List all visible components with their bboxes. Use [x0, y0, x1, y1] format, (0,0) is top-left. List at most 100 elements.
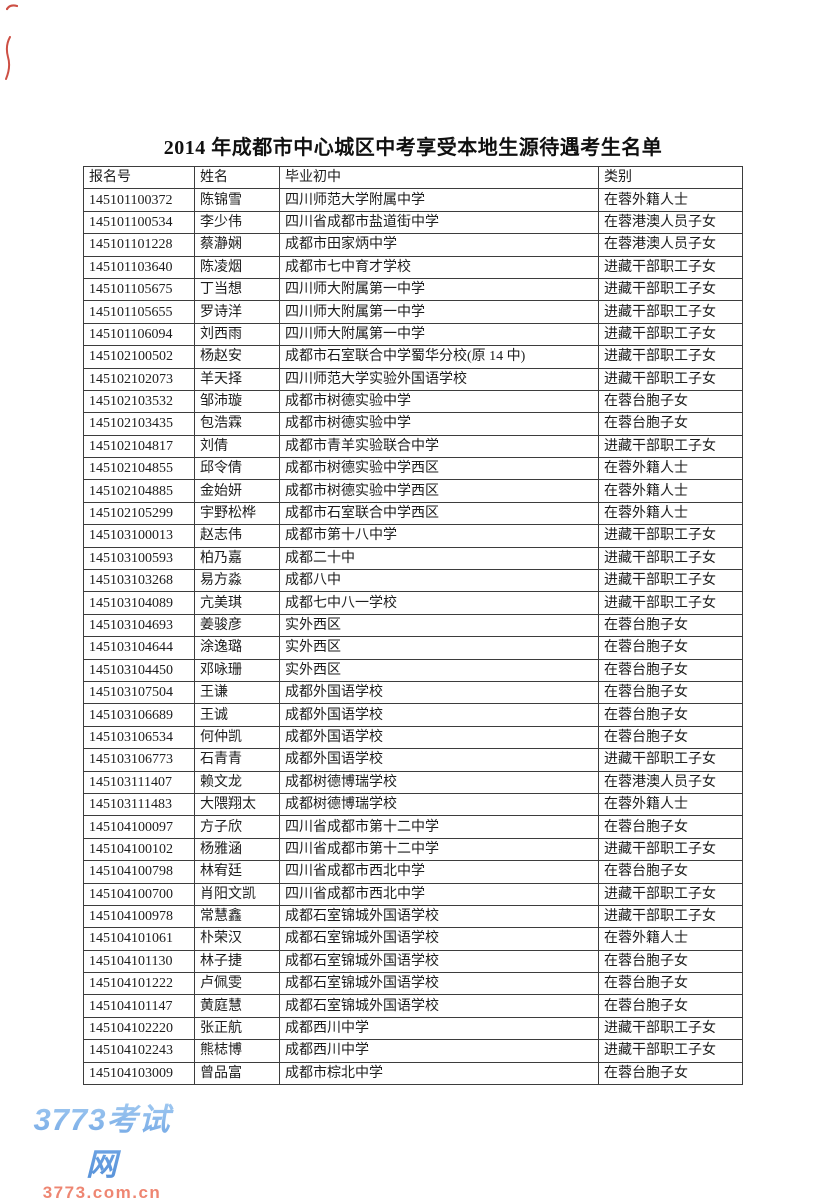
school-cell: 成都市石室联合中学蜀华分校(原 14 中): [279, 345, 599, 369]
school-cell: 成都市青羊实验联合中学: [279, 434, 599, 459]
table-row: 145101105655 罗诗洋 四川师大附属第一中学 进藏干部职工子女: [83, 300, 743, 324]
school-cell: 成都石室锦城外国语学校: [279, 972, 599, 996]
school-cell: 成都西川中学: [279, 1016, 599, 1041]
table-row: 145102100502 杨赵安 成都市石室联合中学蜀华分校(原 14 中) 进…: [83, 345, 743, 369]
category-cell: 在蓉台胞子女: [598, 389, 743, 414]
table-row: 145104101147 黄庭慧 成都石室锦城外国语学校 在蓉台胞子女: [83, 994, 743, 1018]
reg-no-cell: 145104100978: [83, 904, 195, 929]
category-cell: 在蓉港澳人员子女: [598, 233, 743, 257]
reg-no-cell: 145101100534: [83, 210, 195, 235]
reg-no-cell: 145101101228: [83, 233, 195, 257]
school-cell: 四川省成都市西北中学: [279, 882, 599, 906]
category-cell: 在蓉台胞子女: [598, 1061, 743, 1086]
category-cell: 进藏干部职工子女: [598, 748, 743, 772]
header-category: 类别: [598, 165, 743, 190]
school-cell: 成都石室锦城外国语学校: [279, 927, 599, 951]
category-cell: 在蓉台胞子女: [598, 815, 743, 839]
table-header-row: 报名号 姓名 毕业初中 类别: [83, 165, 743, 190]
reg-no-cell: 145102102073: [83, 367, 195, 391]
name-cell: 大隈翔太: [194, 792, 280, 817]
reg-no-cell: 145102103532: [83, 389, 195, 414]
school-cell: 成都外国语学校: [279, 703, 599, 727]
name-cell: 罗诗洋: [194, 300, 280, 324]
reg-no-cell: 145101105675: [83, 277, 195, 302]
name-cell: 张正航: [194, 1016, 280, 1041]
school-cell: 成都八中: [279, 569, 599, 593]
name-cell: 赖文龙: [194, 770, 280, 794]
name-cell: 朴荣汉: [194, 927, 280, 951]
table-row: 145103104089 亢美琪 成都七中八一学校 进藏干部职工子女: [83, 591, 743, 615]
category-cell: 进藏干部职工子女: [598, 255, 743, 279]
reg-no-cell: 145102103435: [83, 412, 195, 436]
reg-no-cell: 145102104885: [83, 479, 195, 503]
reg-no-cell: 145104102243: [83, 1039, 195, 1063]
reg-no-cell: 145103106773: [83, 748, 195, 772]
reg-no-cell: 145102105299: [83, 501, 195, 526]
name-cell: 杨赵安: [194, 345, 280, 369]
table-row: 145101101228 蔡瀞娴 成都市田家炳中学 在蓉港澳人员子女: [83, 233, 743, 257]
category-cell: 在蓉台胞子女: [598, 860, 743, 884]
name-cell: 易方淼: [194, 569, 280, 593]
table-row: 145101106094 刘西雨 四川师大附属第一中学 进藏干部职工子女: [83, 322, 743, 347]
name-cell: 羊天择: [194, 367, 280, 391]
category-cell: 在蓉台胞子女: [598, 949, 743, 974]
table-row: 145104100102 杨雅涵 四川省成都市第十二中学 进藏干部职工子女: [83, 837, 743, 862]
school-cell: 四川省成都市第十二中学: [279, 815, 599, 839]
table-row: 145103104693 姜骏彦 实外西区 在蓉台胞子女: [83, 613, 743, 638]
table-row: 145101100372 陈锦雪 四川师范大学附属中学 在蓉外籍人士: [83, 188, 743, 212]
reg-no-cell: 145104100097: [83, 815, 195, 839]
school-cell: 成都外国语学校: [279, 725, 599, 750]
table-row: 145104100798 林宥廷 四川省成都市西北中学 在蓉台胞子女: [83, 860, 743, 884]
name-cell: 肖阳文凯: [194, 882, 280, 906]
school-cell: 四川省成都市盐道街中学: [279, 210, 599, 235]
name-cell: 柏乃嘉: [194, 546, 280, 571]
school-cell: 四川师范大学附属中学: [279, 188, 599, 212]
reg-no-cell: 145104101222: [83, 972, 195, 996]
candidate-roster-table: 报名号 姓名 毕业初中 类别 145101100372 陈锦雪 四川师范大学附属…: [83, 165, 743, 1086]
reg-no-cell: 145104103009: [83, 1061, 195, 1086]
category-cell: 在蓉台胞子女: [598, 972, 743, 996]
school-cell: 四川省成都市第十二中学: [279, 837, 599, 862]
table-row: 145102102073 羊天择 四川师范大学实验外国语学校 进藏干部职工子女: [83, 367, 743, 391]
reg-no-cell: 145103104450: [83, 658, 195, 682]
school-cell: 成都市棕北中学: [279, 1061, 599, 1086]
school-cell: 成都市树德实验中学西区: [279, 457, 599, 481]
name-cell: 金始妍: [194, 479, 280, 503]
reg-no-cell: 145104101130: [83, 949, 195, 974]
school-cell: 成都石室锦城外国语学校: [279, 994, 599, 1018]
category-cell: 在蓉外籍人士: [598, 457, 743, 481]
name-cell: 邹沛璇: [194, 389, 280, 414]
table-row: 145101100534 李少伟 四川省成都市盐道街中学 在蓉港澳人员子女: [83, 210, 743, 235]
category-cell: 进藏干部职工子女: [598, 591, 743, 615]
name-cell: 包浩霖: [194, 412, 280, 436]
table-row: 145104102243 熊梽博 成都西川中学 进藏干部职工子女: [83, 1039, 743, 1063]
school-cell: 成都二十中: [279, 546, 599, 571]
category-cell: 进藏干部职工子女: [598, 322, 743, 347]
reg-no-cell: 145103100013: [83, 524, 195, 548]
reg-no-cell: 145103104693: [83, 613, 195, 638]
reg-no-cell: 145104100102: [83, 837, 195, 862]
category-cell: 进藏干部职工子女: [598, 837, 743, 862]
name-cell: 赵志伟: [194, 524, 280, 548]
category-cell: 在蓉台胞子女: [598, 412, 743, 436]
school-cell: 成都外国语学校: [279, 748, 599, 772]
name-cell: 涂逸璐: [194, 636, 280, 660]
category-cell: 进藏干部职工子女: [598, 345, 743, 369]
table-row: 145104100700 肖阳文凯 四川省成都市西北中学 进藏干部职工子女: [83, 882, 743, 906]
name-cell: 宇野松桦: [194, 501, 280, 526]
table-row: 145104101222 卢佩雯 成都石室锦城外国语学校 在蓉台胞子女: [83, 972, 743, 996]
watermark-site-name: 3773考试网: [18, 1094, 186, 1184]
watermark-site-url: 3773.com.cn: [42, 1183, 162, 1202]
table-row: 145102103532 邹沛璇 成都市树德实验中学 在蓉台胞子女: [83, 389, 743, 414]
table-row: 145103104450 邓咏珊 实外西区 在蓉台胞子女: [83, 658, 743, 682]
reg-no-cell: 145103106689: [83, 703, 195, 727]
reg-no-cell: 145103111407: [83, 770, 195, 794]
name-cell: 姜骏彦: [194, 613, 280, 638]
reg-no-cell: 145104100700: [83, 882, 195, 906]
reg-no-cell: 145103106534: [83, 725, 195, 750]
category-cell: 在蓉台胞子女: [598, 613, 743, 638]
reg-no-cell: 145103104644: [83, 636, 195, 660]
category-cell: 在蓉台胞子女: [598, 725, 743, 750]
reg-no-cell: 145102104855: [83, 457, 195, 481]
name-cell: 何仲凯: [194, 725, 280, 750]
